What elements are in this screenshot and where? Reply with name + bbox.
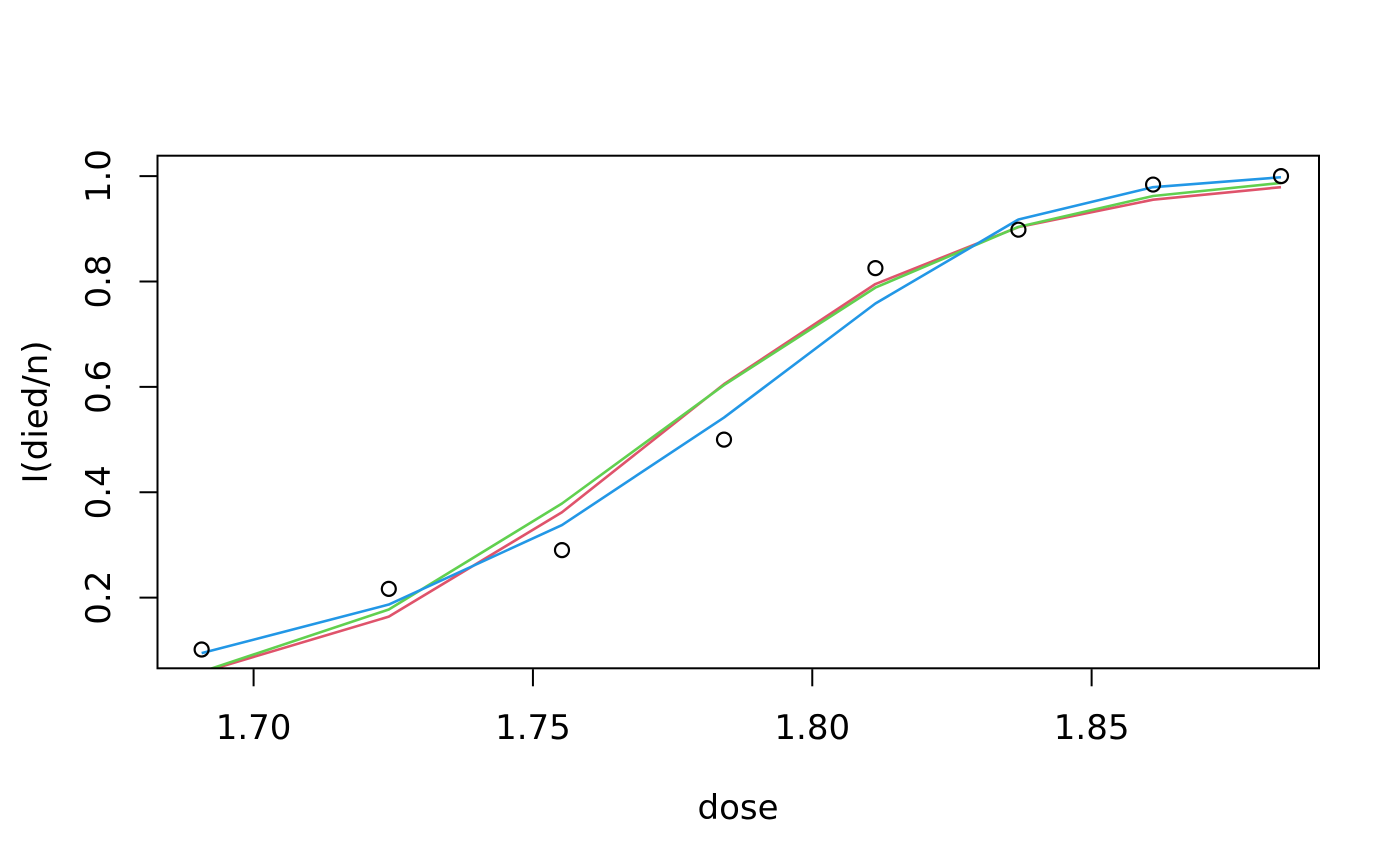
data-point: [1010, 221, 1027, 238]
y-axis-title: I(died/n): [16, 340, 56, 484]
data-point: [380, 580, 397, 597]
y-tick-label: 0.8: [79, 254, 119, 308]
data-point: [553, 541, 571, 559]
plot-border: [156, 154, 1320, 670]
blue-fit-line: [201, 175, 1282, 655]
y-tick-label: 0.4: [79, 465, 119, 519]
x-tick-label: 1.80: [774, 708, 850, 748]
data-point: [1272, 167, 1290, 185]
y-tick-label: 1.0: [79, 149, 119, 203]
y-tick-label: 0.6: [79, 360, 119, 414]
data-point: [715, 431, 733, 448]
red-fit-line: [210, 185, 1282, 669]
x-axis-title: dose: [697, 788, 779, 828]
x-tick-label: 1.75: [495, 708, 571, 748]
x-tick-label: 1.85: [1054, 708, 1130, 748]
data-point: [193, 641, 210, 658]
green-fit-line: [207, 181, 1282, 669]
data-point: [867, 260, 884, 277]
data-point: [1144, 176, 1162, 193]
y-tick-label: 0.2: [79, 571, 119, 625]
x-tick-label: 1.70: [216, 708, 292, 748]
